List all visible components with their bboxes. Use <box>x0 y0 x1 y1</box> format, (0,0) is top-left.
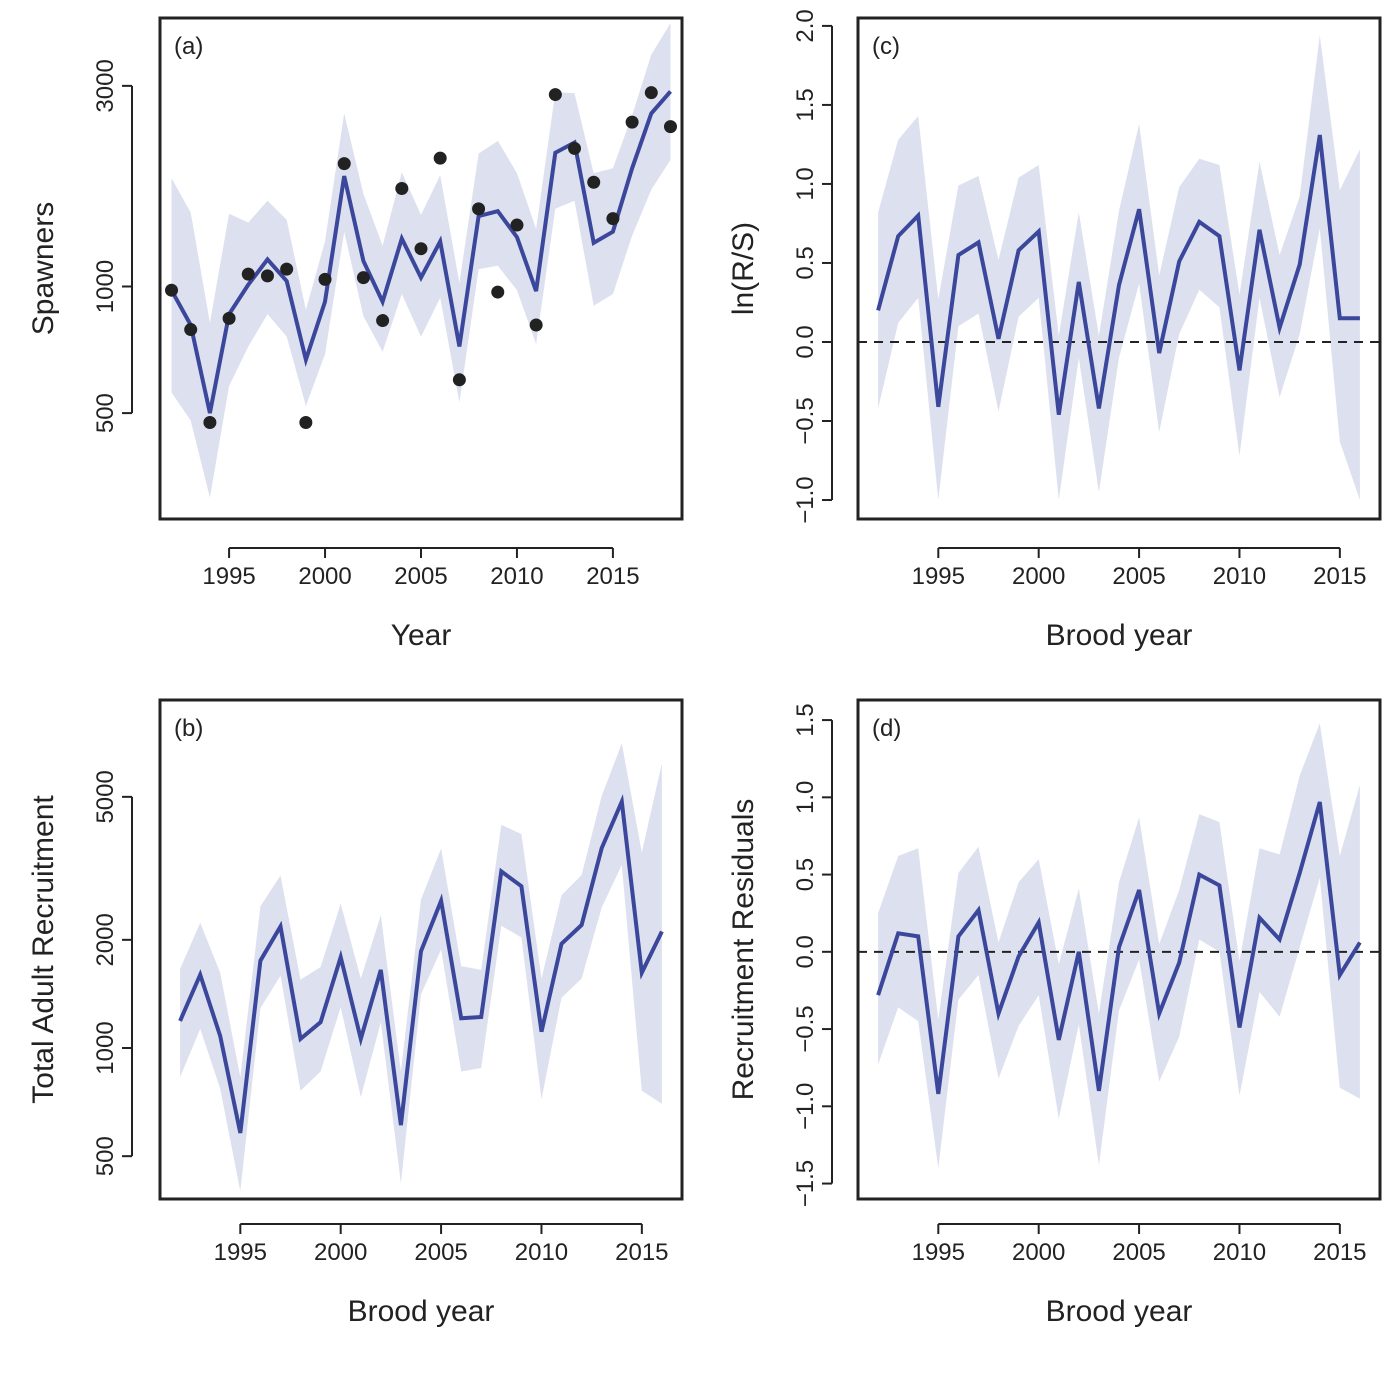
observed-point <box>241 267 255 281</box>
y-tick-label: 1.0 <box>792 167 819 200</box>
y-tick-label: 1.5 <box>792 88 819 121</box>
panel-tag: (b) <box>174 715 203 742</box>
observed-point <box>165 283 179 297</box>
observed-point <box>376 314 390 328</box>
observed-point <box>356 271 370 285</box>
panel-tag: (c) <box>872 33 900 60</box>
plot-frame <box>158 698 684 1201</box>
x-tick-label: 2005 <box>414 1239 467 1266</box>
panel-c: 1995 2000 2005 2010 2015 Brood year −1.0 −0.5 0.… <box>727 9 1382 652</box>
y-tick-label: 1000 <box>92 260 119 313</box>
y-tick-label: 2000 <box>92 913 119 966</box>
x-tick-label: 2005 <box>394 563 447 590</box>
x-tick-label: 2000 <box>298 563 351 590</box>
panel-tag: (a) <box>174 33 203 60</box>
x-tick-label: 2005 <box>1112 563 1165 590</box>
y-tick-label: 0.0 <box>792 325 819 358</box>
observed-point <box>548 88 562 102</box>
x-tick-label: 2000 <box>1012 563 1065 590</box>
plot-frame <box>856 698 1382 1201</box>
y-axis-title: ln(R/S) <box>727 222 760 315</box>
observed-point <box>568 141 582 155</box>
y-tick-label: −1.0 <box>792 476 819 523</box>
x-tick-label: 2010 <box>490 563 543 590</box>
y-tick-label: 0.0 <box>792 935 819 968</box>
y-tick-label: 2.0 <box>792 9 819 42</box>
credible-interval-band <box>171 23 671 498</box>
median-line <box>169 90 673 414</box>
y-tick-label: 1.5 <box>792 703 819 736</box>
observed-point <box>203 415 217 429</box>
x-tick-label: 2015 <box>615 1239 668 1266</box>
observed-point <box>414 242 428 256</box>
y-axis-title: Recruitment Residuals <box>727 799 760 1101</box>
x-tick-label: 2015 <box>1313 563 1366 590</box>
observed-point <box>222 311 236 325</box>
x-tick-label: 1995 <box>202 563 255 590</box>
y-tick-label: −0.5 <box>792 397 819 444</box>
observed-point <box>280 262 294 276</box>
observed-point <box>433 151 447 165</box>
observed-point <box>587 175 601 189</box>
observed-point <box>491 285 505 299</box>
x-tick-label: 2010 <box>1213 1239 1266 1266</box>
panel-tag: (d) <box>872 715 901 742</box>
x-tick-label: 2010 <box>515 1239 568 1266</box>
y-tick-label: −0.5 <box>792 1005 819 1052</box>
x-tick-label: 2000 <box>314 1239 367 1266</box>
y-tick-label: 1.0 <box>792 781 819 814</box>
y-tick-label: 0.5 <box>792 858 819 891</box>
median-line <box>876 801 1362 1095</box>
y-tick-label: 1000 <box>92 1021 119 1074</box>
x-axis-title: Year <box>391 619 452 652</box>
x-tick-label: 2000 <box>1012 1239 1065 1266</box>
x-tick-label: 1995 <box>214 1239 267 1266</box>
y-tick-label: 3000 <box>92 59 119 112</box>
panel-d: 1995 2000 2005 2010 2015 Brood year −1.5 −1.0 −0… <box>727 698 1382 1328</box>
y-axis-title: Total Adult Recruitment <box>27 795 60 1104</box>
x-tick-label: 2015 <box>1313 1239 1366 1266</box>
observed-point <box>663 120 677 134</box>
observed-point <box>529 318 543 332</box>
observed-point <box>644 86 658 100</box>
plot-frame <box>158 16 684 521</box>
median-line <box>178 793 664 1134</box>
plot-frame <box>856 16 1382 521</box>
x-axis-title: Brood year <box>1046 1295 1193 1328</box>
observed-point <box>395 182 409 196</box>
y-tick-label: 5000 <box>92 770 119 823</box>
y-tick-label: −1.0 <box>792 1083 819 1130</box>
observed-point <box>606 212 620 226</box>
x-axis-title: Brood year <box>1046 619 1193 652</box>
panel-a: 1995 2000 2005 2010 2015 Year 500 1000 3000 Spawn… <box>27 16 684 652</box>
observed-point <box>184 323 198 337</box>
observed-point <box>472 202 486 216</box>
observed-point <box>452 373 466 387</box>
observed-point <box>337 157 351 171</box>
y-tick-label: 500 <box>92 1136 119 1176</box>
y-tick-label: −1.5 <box>792 1160 819 1207</box>
y-axis-title: Spawners <box>27 202 60 335</box>
x-tick-label: 1995 <box>912 1239 965 1266</box>
credible-interval-band <box>878 35 1360 501</box>
observed-point <box>260 269 274 283</box>
x-tick-label: 1995 <box>912 563 965 590</box>
y-tick-label: 0.5 <box>792 246 819 279</box>
panel-b: 1995 2000 2005 2010 2015 Brood year 500 1000 200… <box>27 698 684 1328</box>
observed-point <box>299 415 313 429</box>
x-tick-label: 2010 <box>1213 563 1266 590</box>
observed-point <box>510 218 524 232</box>
y-tick-label: 500 <box>92 393 119 433</box>
x-tick-label: 2015 <box>586 563 639 590</box>
median-line <box>876 134 1360 415</box>
x-tick-label: 2005 <box>1112 1239 1165 1266</box>
x-axis-title: Brood year <box>348 1295 495 1328</box>
observed-point <box>318 272 332 286</box>
observed-point <box>625 115 639 129</box>
